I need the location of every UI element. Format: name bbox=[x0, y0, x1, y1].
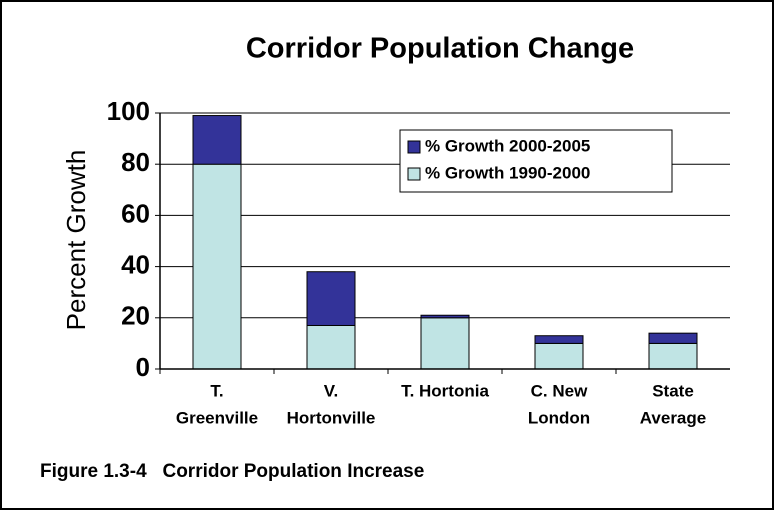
x-tick-label: State bbox=[652, 381, 694, 400]
bar-segment bbox=[420, 317, 470, 370]
bar-segment bbox=[306, 324, 356, 370]
x-tick-label: London bbox=[528, 408, 590, 427]
bar-segment bbox=[648, 342, 698, 370]
bar-segment bbox=[648, 332, 698, 344]
x-tick-label: Average bbox=[640, 408, 706, 427]
y-tick-label: 0 bbox=[136, 352, 150, 382]
bar-segment bbox=[192, 115, 242, 165]
legend-box bbox=[399, 129, 673, 193]
y-tick-label: 60 bbox=[121, 198, 150, 228]
bar-segment bbox=[420, 314, 470, 319]
y-tick-label: 40 bbox=[121, 249, 150, 279]
x-tick-label: Greenville bbox=[176, 408, 258, 427]
bar-segment bbox=[534, 335, 584, 344]
y-tick-label: 20 bbox=[121, 301, 150, 331]
caption: Figure 1.3-4 Corridor Population Increas… bbox=[40, 461, 424, 482]
bar-segment bbox=[192, 163, 242, 370]
x-tick-label: C. New bbox=[531, 381, 588, 400]
legend-label: % Growth 2000-2005 bbox=[425, 136, 590, 155]
y-axis-label: Percent Growth bbox=[61, 150, 91, 331]
bar-segment bbox=[534, 342, 584, 370]
x-tick-label: Hortonville bbox=[287, 408, 376, 427]
legend-swatch bbox=[407, 140, 421, 154]
legend-swatch bbox=[407, 167, 421, 181]
y-tick-label: 80 bbox=[121, 147, 150, 177]
chart-title: Corridor Population Change bbox=[246, 33, 634, 65]
x-tick-label: T. Hortonia bbox=[401, 381, 489, 400]
y-tick-label: 100 bbox=[107, 96, 150, 126]
x-tick-label: V. bbox=[324, 381, 339, 400]
legend-label: % Growth 1990-2000 bbox=[425, 163, 590, 182]
x-tick-label: T. bbox=[210, 381, 223, 400]
bar-segment bbox=[306, 271, 356, 326]
